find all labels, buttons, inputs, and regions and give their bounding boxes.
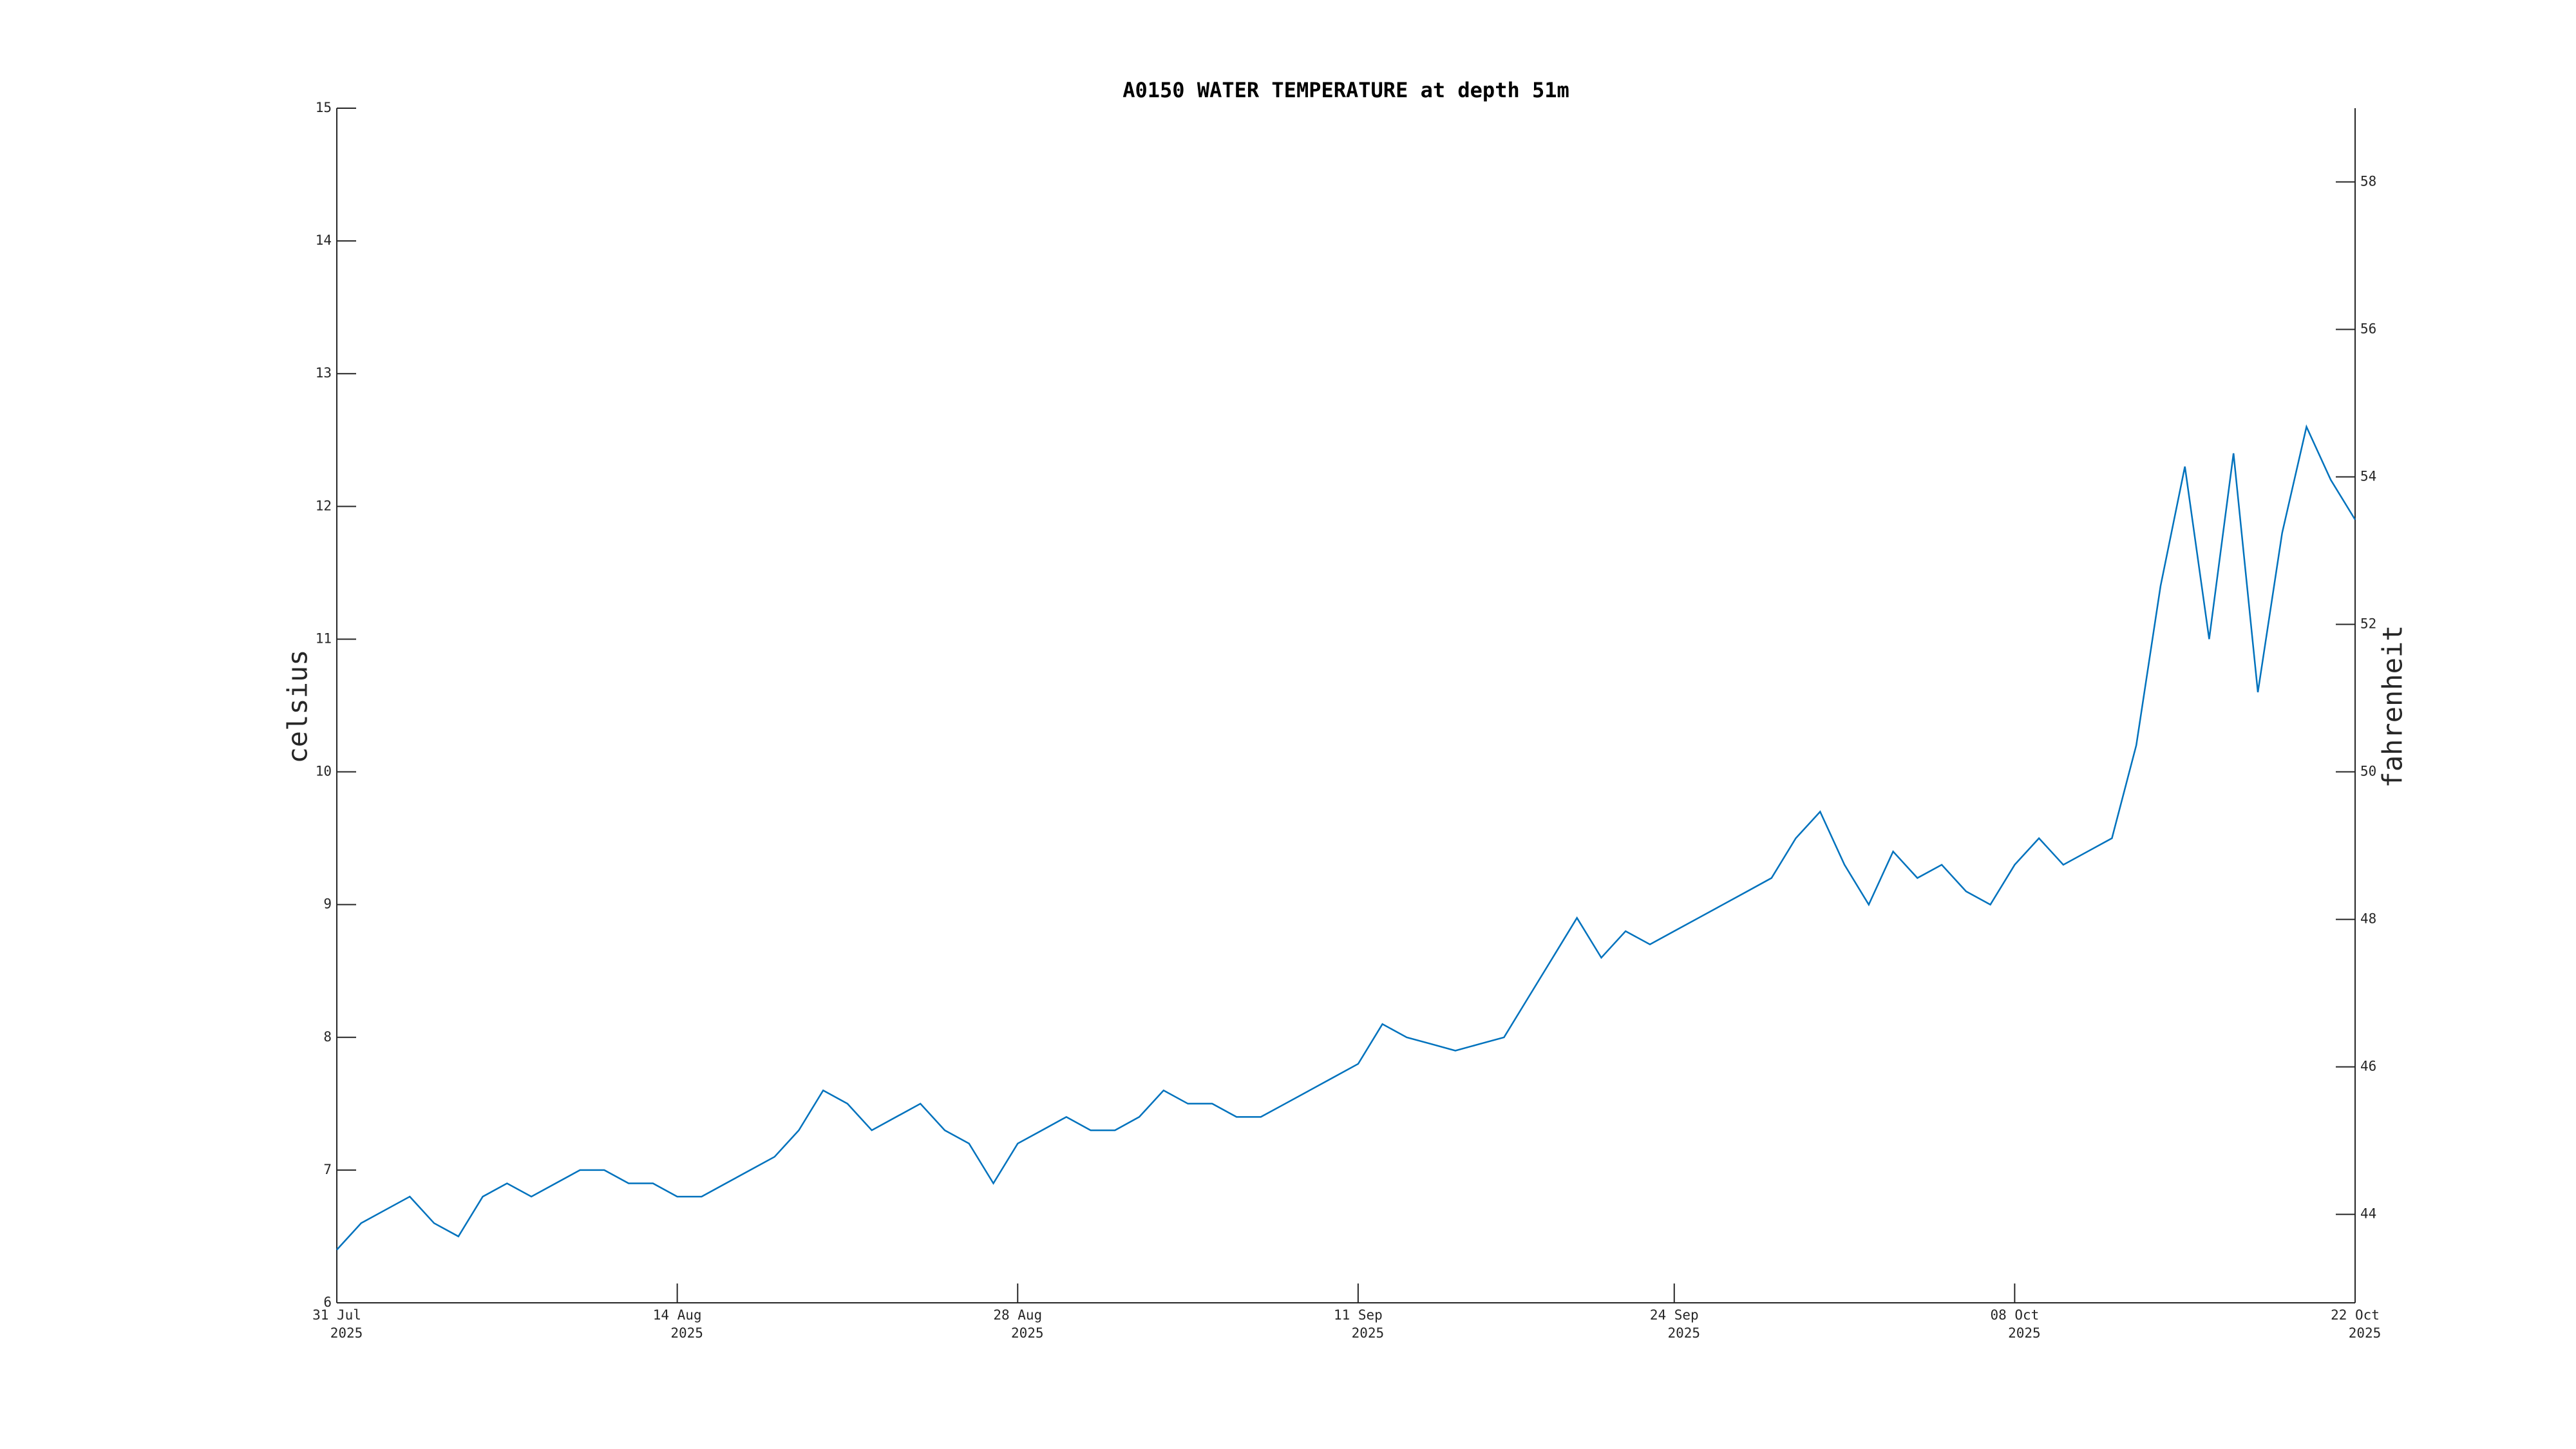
y2-tick-label: 58	[2360, 174, 2376, 189]
x-tick-label: 24 Sep	[1650, 1307, 1699, 1323]
x-tick-label: 2025	[330, 1325, 363, 1341]
x-tick-label: 22 Oct	[2331, 1307, 2380, 1323]
y2-tick-label: 50	[2360, 764, 2376, 779]
y-tick-label: 11	[316, 630, 332, 646]
data-line	[336, 424, 2356, 1251]
y-tick-label: 12	[316, 498, 332, 513]
x-tick-label: 2025	[1667, 1325, 1700, 1341]
y-tick-label: 15	[316, 100, 332, 115]
x-tick-label: 28 Aug	[993, 1307, 1042, 1323]
y-tick-label: 13	[316, 365, 332, 381]
y2-tick-label: 52	[2360, 616, 2376, 632]
x-tick-label: 11 Sep	[1334, 1307, 1383, 1323]
y2-tick-label: 48	[2360, 911, 2376, 927]
y2-tick-label: 54	[2360, 469, 2376, 484]
y-tick-label: 8	[323, 1029, 332, 1045]
x-tick-label: 08 Oct	[1990, 1307, 2039, 1323]
y2-tick-label: 44	[2360, 1206, 2376, 1222]
y2-tick-label: 56	[2360, 321, 2376, 337]
y2-axis-label: fahrenheit	[2377, 625, 2409, 788]
x-tick-label: 2025	[2349, 1325, 2382, 1341]
x-tick-label: 2025	[2008, 1325, 2041, 1341]
y-tick-label: 10	[316, 764, 332, 779]
chart-title: A0150 WATER TEMPERATURE at depth 51m	[1122, 78, 1569, 102]
y-axis-label: celsius	[282, 649, 314, 763]
x-tick-label: 31 Jul	[312, 1307, 361, 1323]
x-tick-label: 2025	[670, 1325, 703, 1341]
y-tick-label: 7	[323, 1162, 332, 1177]
x-tick-label: 14 Aug	[653, 1307, 702, 1323]
x-tick-label: 2025	[1011, 1325, 1044, 1341]
y-tick-label: 14	[316, 232, 332, 248]
y-tick-label: 6	[323, 1294, 332, 1310]
y-tick-label: 9	[323, 896, 332, 912]
y2-tick-label: 46	[2360, 1059, 2376, 1074]
x-tick-label: 2025	[1352, 1325, 1385, 1341]
